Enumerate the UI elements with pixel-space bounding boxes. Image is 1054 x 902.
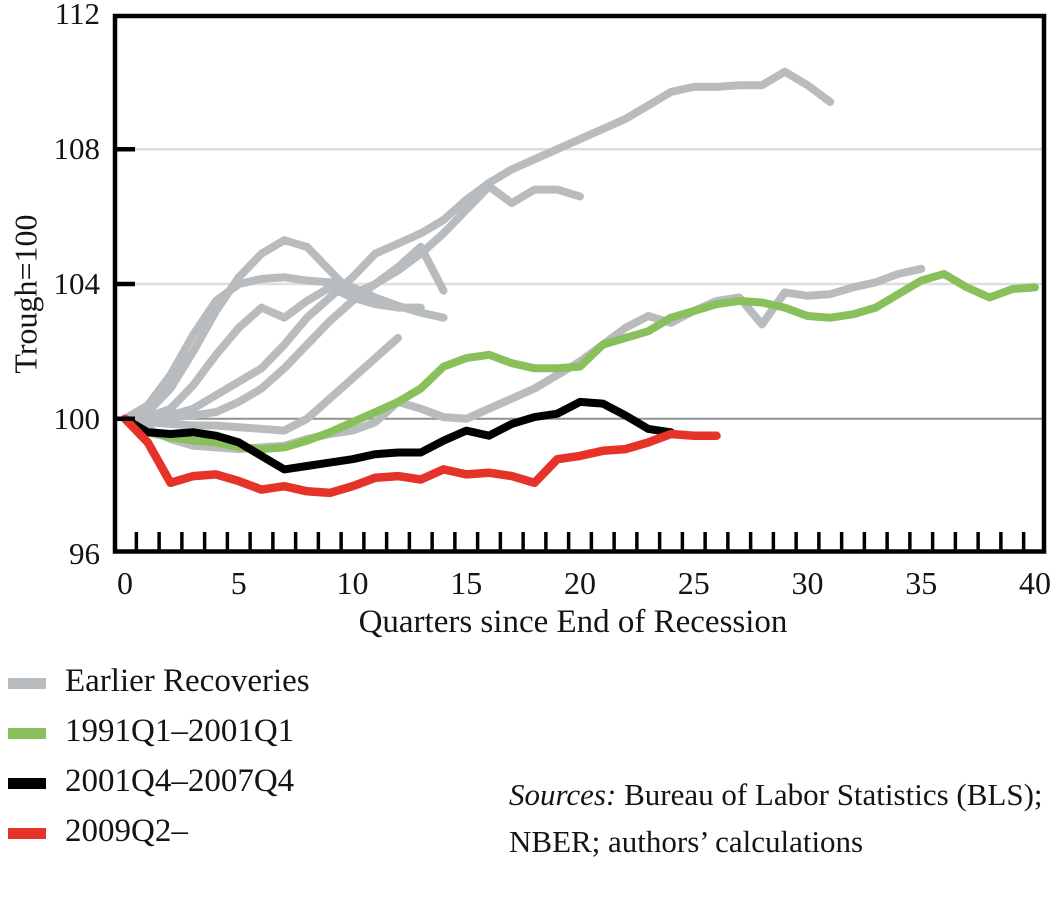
y-tick-label-100: 100 <box>53 400 101 436</box>
legend-label: Earlier Recoveries <box>65 663 310 699</box>
legend: Earlier Recoveries 1991Q1–2001Q1 2001Q4–20… <box>8 658 310 858</box>
y-tick-label-112: 112 <box>54 0 100 32</box>
x-tick-label-40: 40 <box>1019 565 1051 601</box>
series-line-earlier-recovery-3 <box>121 236 448 423</box>
sources-text-1: Bureau of Labor Statistics (BLS); <box>616 777 1043 812</box>
legend-item: 2001Q4–2007Q4 <box>8 758 310 808</box>
sources-line-2: NBER; authors’ calculations <box>509 824 864 859</box>
legend-label: 2001Q4–2007Q4 <box>65 763 295 799</box>
plot-frame <box>112 13 1047 554</box>
y-axis-tick-labels: 96 100 104 108 112 <box>0 0 101 660</box>
series-line-1991q1-2001q1 <box>121 269 1039 454</box>
series-line-earlier-recovery-5 <box>121 333 402 435</box>
y-tick-label-108: 108 <box>53 131 101 167</box>
legend-swatch-r2009 <box>8 827 46 839</box>
x-tick-label-30: 30 <box>791 565 824 601</box>
sources-note: Sources: Bureau of Labor Statistics (BLS… <box>509 771 1043 865</box>
series-line-earlier-recovery-1 <box>121 67 835 423</box>
x-tick-label-20: 20 <box>564 565 596 601</box>
y-axis-title: Trough=100 <box>7 214 44 374</box>
legend-item: 2009Q2– <box>8 808 310 858</box>
legend-label: 1991Q1–2001Q1 <box>65 713 295 749</box>
sources-label: Sources: <box>509 777 617 812</box>
chart-canvas <box>112 13 1047 554</box>
legend-item: 1991Q1–2001Q1 <box>8 708 310 758</box>
x-axis-tick-labels: 0 5 10 15 20 25 30 35 40 <box>117 565 1051 601</box>
x-tick-label-35: 35 <box>905 565 938 601</box>
x-axis-title: Quarters since End of Recession <box>358 604 788 640</box>
x-tick-label-10: 10 <box>336 565 369 601</box>
series-line-earlier-recovery-7 <box>121 283 425 423</box>
x-tick-label-15: 15 <box>450 565 483 601</box>
x-tick-label-25: 25 <box>677 565 710 601</box>
sources-line-1: Sources: Bureau of Labor Statistics (BLS… <box>509 771 1043 818</box>
series-line-2009q2- <box>120 414 721 498</box>
legend-swatch-r2001 <box>8 777 46 789</box>
legend-swatch-r1991 <box>8 727 46 739</box>
series-line-2001q4-2007q4 <box>121 397 675 474</box>
legend-swatch-earlier <box>8 677 46 689</box>
x-tick-label-5: 5 <box>230 565 247 601</box>
y-tick-label-104: 104 <box>53 266 101 301</box>
legend-label: 2009Q2– <box>65 813 188 849</box>
y-tick-label-96: 96 <box>69 535 100 571</box>
legend-item: Earlier Recoveries <box>8 658 310 708</box>
x-tick-label-0: 0 <box>117 565 133 601</box>
